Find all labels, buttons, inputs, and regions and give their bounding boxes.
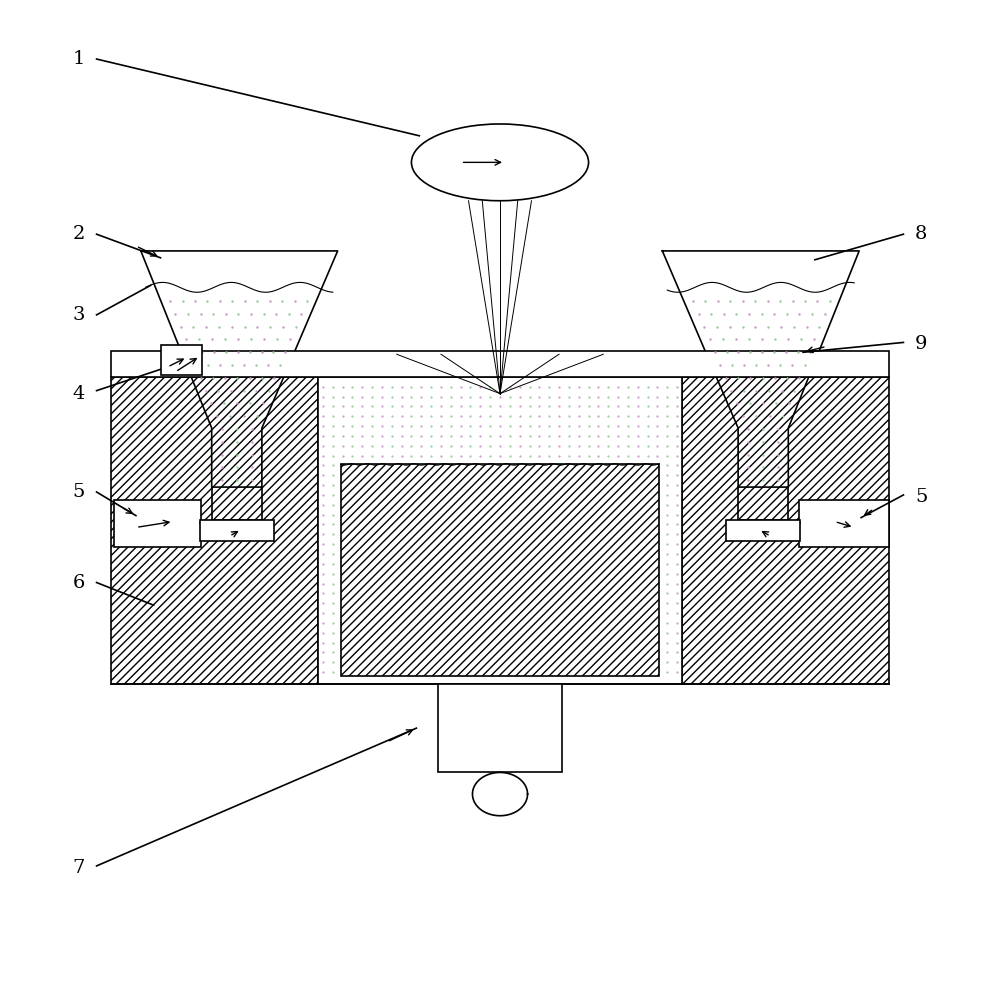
Bar — [341, 464, 659, 676]
Text: 6: 6 — [73, 574, 85, 591]
Ellipse shape — [411, 124, 589, 201]
Bar — [200, 520, 274, 541]
Text: 1: 1 — [73, 50, 85, 68]
Text: 5: 5 — [73, 483, 85, 501]
Text: 8: 8 — [915, 225, 927, 243]
Bar — [111, 351, 889, 377]
Bar — [114, 500, 201, 547]
Text: 9: 9 — [915, 336, 927, 353]
Bar — [682, 377, 889, 684]
Text: 5: 5 — [915, 488, 927, 506]
Bar — [318, 377, 682, 684]
Text: 4: 4 — [73, 385, 85, 402]
Text: 2: 2 — [73, 225, 85, 243]
Bar — [161, 345, 202, 375]
Bar — [438, 684, 562, 772]
Bar — [111, 377, 318, 684]
Bar — [726, 520, 800, 541]
Bar — [799, 500, 889, 547]
Text: 3: 3 — [73, 306, 85, 324]
Text: 7: 7 — [73, 859, 85, 877]
